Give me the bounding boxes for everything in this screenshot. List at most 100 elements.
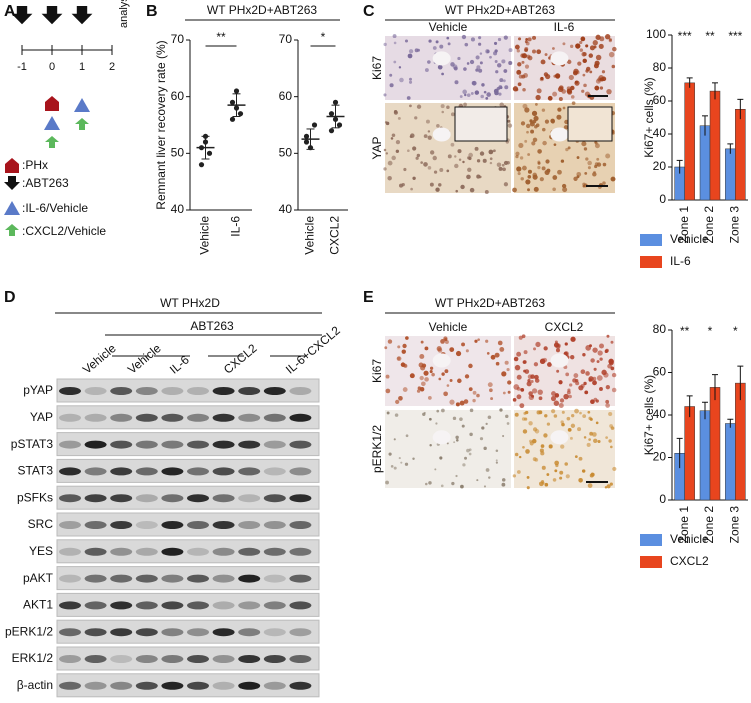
nucleus bbox=[545, 73, 551, 80]
nucleus bbox=[577, 427, 582, 432]
nucleus bbox=[587, 160, 592, 166]
nucleus bbox=[393, 438, 396, 441]
nucleus bbox=[520, 388, 525, 392]
blot-row-label: STAT3 bbox=[17, 464, 53, 478]
band bbox=[187, 413, 209, 422]
nucleus bbox=[455, 189, 459, 193]
band bbox=[263, 681, 286, 690]
abt263-arrow bbox=[71, 6, 93, 25]
nucleus bbox=[496, 162, 502, 168]
nucleus bbox=[519, 403, 525, 409]
band bbox=[238, 574, 261, 583]
nucleus bbox=[452, 416, 457, 421]
band bbox=[84, 655, 107, 663]
nucleus bbox=[537, 389, 543, 395]
band bbox=[161, 387, 184, 395]
nucleus bbox=[420, 365, 426, 371]
band bbox=[110, 494, 133, 503]
nucleus bbox=[489, 388, 493, 393]
nucleus bbox=[540, 59, 546, 65]
band bbox=[238, 655, 261, 663]
nucleus bbox=[577, 61, 582, 66]
nucleus bbox=[399, 77, 404, 83]
legend-swatch bbox=[640, 556, 662, 568]
nucleus bbox=[443, 391, 448, 397]
x-tick-label: Zone 1 bbox=[677, 206, 691, 244]
data-point bbox=[332, 99, 339, 105]
nucleus bbox=[410, 187, 413, 191]
band bbox=[84, 601, 107, 610]
nucleus bbox=[396, 356, 402, 362]
nucleus bbox=[427, 130, 431, 133]
nucleus bbox=[427, 396, 432, 400]
nucleus bbox=[582, 73, 586, 77]
blot-row-label: pERK1/2 bbox=[5, 624, 53, 638]
nucleus bbox=[576, 156, 580, 159]
il6-triangle bbox=[4, 201, 20, 215]
nucleus bbox=[416, 104, 422, 109]
significance: ** bbox=[705, 29, 715, 43]
nucleus bbox=[605, 348, 609, 353]
nucleus bbox=[537, 161, 541, 165]
nucleus bbox=[503, 69, 508, 73]
band bbox=[289, 547, 312, 556]
nucleus bbox=[437, 347, 443, 353]
nucleus bbox=[480, 94, 484, 99]
nucleus bbox=[599, 387, 603, 391]
legend-swatch bbox=[640, 534, 662, 546]
column-label: IL-6 bbox=[554, 20, 575, 34]
nucleus bbox=[404, 39, 409, 43]
nucleus bbox=[540, 76, 544, 81]
nucleus bbox=[578, 478, 583, 483]
band bbox=[59, 413, 81, 422]
nucleus bbox=[467, 167, 472, 172]
nucleus bbox=[570, 85, 575, 91]
significance: ** bbox=[216, 30, 226, 44]
nucleus bbox=[419, 375, 424, 381]
y-tick-label: 100 bbox=[646, 27, 666, 41]
column-label: Vehicle bbox=[429, 20, 468, 34]
nucleus bbox=[594, 85, 600, 91]
nucleus bbox=[541, 108, 546, 112]
vessel bbox=[432, 51, 451, 66]
nucleus bbox=[485, 49, 490, 54]
nucleus bbox=[525, 123, 531, 129]
band bbox=[263, 440, 286, 449]
nucleus bbox=[516, 386, 521, 391]
band bbox=[161, 574, 184, 583]
nucleus bbox=[420, 340, 424, 344]
band bbox=[212, 413, 235, 422]
band bbox=[84, 467, 107, 476]
blot-strip bbox=[56, 539, 320, 564]
nucleus bbox=[611, 64, 616, 69]
nucleus bbox=[595, 54, 602, 61]
nucleus bbox=[566, 88, 572, 94]
nucleus bbox=[383, 148, 387, 152]
nucleus bbox=[605, 436, 608, 439]
nucleus bbox=[583, 147, 588, 151]
panel-label: A bbox=[4, 3, 16, 20]
nucleus bbox=[461, 342, 466, 347]
nucleus bbox=[507, 390, 511, 394]
band bbox=[59, 521, 81, 529]
blot-strip bbox=[56, 619, 320, 644]
y-tick-label: 0 bbox=[659, 192, 666, 206]
nucleus bbox=[385, 121, 390, 126]
column-label: CXCL2 bbox=[545, 320, 584, 334]
band bbox=[238, 681, 261, 690]
nucleus bbox=[499, 408, 503, 412]
nucleus bbox=[536, 410, 541, 415]
nucleus bbox=[572, 378, 577, 383]
band bbox=[110, 440, 133, 449]
nucleus bbox=[608, 360, 614, 366]
blot-strip bbox=[56, 378, 320, 403]
nucleus bbox=[412, 457, 415, 461]
nucleus bbox=[612, 178, 616, 181]
nucleus bbox=[476, 159, 481, 163]
nucleus bbox=[524, 107, 530, 113]
nucleus bbox=[454, 163, 459, 169]
legend-label: Vehicle bbox=[670, 532, 709, 546]
nucleus bbox=[390, 465, 394, 468]
band bbox=[161, 413, 184, 422]
nucleus bbox=[444, 340, 449, 344]
